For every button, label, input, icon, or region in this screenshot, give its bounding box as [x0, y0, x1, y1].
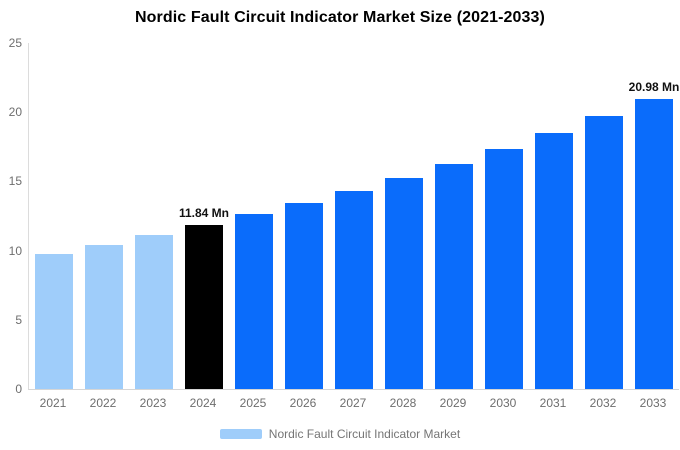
x-tick-label: 2031	[539, 396, 567, 410]
y-tick-label: 0	[15, 382, 22, 396]
bar-slot: 11.84 Mn	[179, 43, 229, 389]
bar-2022[interactable]	[85, 244, 123, 389]
bar-2029[interactable]	[435, 163, 473, 389]
x-tick-label: 2030	[489, 396, 517, 410]
bar-slot	[129, 43, 179, 389]
bar-slot	[379, 43, 429, 389]
bar-slot	[479, 43, 529, 389]
bar-2031[interactable]	[535, 133, 573, 389]
x-tick-label: 2025	[239, 396, 267, 410]
x-tick-label: 2021	[39, 396, 67, 410]
bar-2030[interactable]	[485, 148, 523, 389]
bar-slot	[529, 43, 579, 389]
x-tick-label: 2033	[639, 396, 667, 410]
x-tick-label: 2032	[589, 396, 617, 410]
bar-slot	[579, 43, 629, 389]
bar-value-label: 11.84 Mn	[178, 206, 230, 221]
bar-2033[interactable]	[635, 98, 673, 389]
bar-slot: 20.98 Mn	[629, 43, 679, 389]
bar-value-label: 20.98 Mn	[628, 79, 680, 94]
y-tick-label: 25	[8, 36, 22, 50]
bar-2021[interactable]	[35, 253, 73, 389]
x-tick-label: 2027	[339, 396, 367, 410]
bars-row: 11.84 Mn 20.98 Mn	[29, 43, 679, 389]
x-tick-label: 2022	[89, 396, 117, 410]
bar-slot	[329, 43, 379, 389]
y-axis: 0 5 10 15 20 25	[0, 37, 22, 395]
legend-swatch	[219, 429, 262, 439]
x-tick-label: 2024	[189, 396, 217, 410]
bar-2023[interactable]	[135, 235, 173, 389]
bar-slot	[229, 43, 279, 389]
x-tick-label: 2029	[439, 396, 467, 410]
legend[interactable]: Nordic Fault Circuit Indicator Market	[0, 427, 680, 441]
bar-2025[interactable]	[235, 214, 273, 389]
bar-2028[interactable]	[385, 177, 423, 389]
bar-2027[interactable]	[335, 190, 373, 389]
y-tick-label: 5	[15, 312, 22, 327]
y-tick-label: 10	[8, 243, 22, 258]
x-tick-label: 2023	[139, 396, 167, 410]
y-tick-label: 15	[8, 174, 22, 189]
bar-slot	[429, 43, 479, 389]
bar-2024[interactable]	[185, 225, 223, 389]
y-tick-label: 20	[8, 105, 22, 120]
legend-label: Nordic Fault Circuit Indicator Market	[268, 427, 461, 441]
bar-slot	[29, 43, 79, 389]
chart-title: Nordic Fault Circuit Indicator Market Si…	[135, 9, 545, 26]
bar-slot	[79, 43, 129, 389]
bar-2026[interactable]	[285, 202, 323, 389]
bar-slot	[279, 43, 329, 389]
x-tick-label: 2028	[389, 396, 417, 410]
bar-2032[interactable]	[585, 116, 623, 389]
x-axis-labels: 2021 2022 2023 2024 2025 2026 2027 2028 2029 2030…	[28, 396, 678, 410]
x-tick-label: 2026	[289, 396, 317, 410]
plot-area: 11.84 Mn 20.98 Mn	[28, 43, 679, 390]
